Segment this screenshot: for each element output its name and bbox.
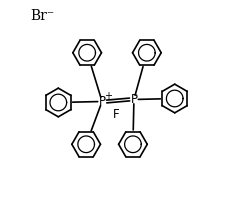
Text: Br⁻: Br⁻ (30, 9, 55, 23)
Text: +: + (104, 91, 112, 101)
Text: P: P (99, 95, 106, 108)
Text: F: F (113, 108, 119, 121)
Text: P: P (130, 93, 138, 106)
